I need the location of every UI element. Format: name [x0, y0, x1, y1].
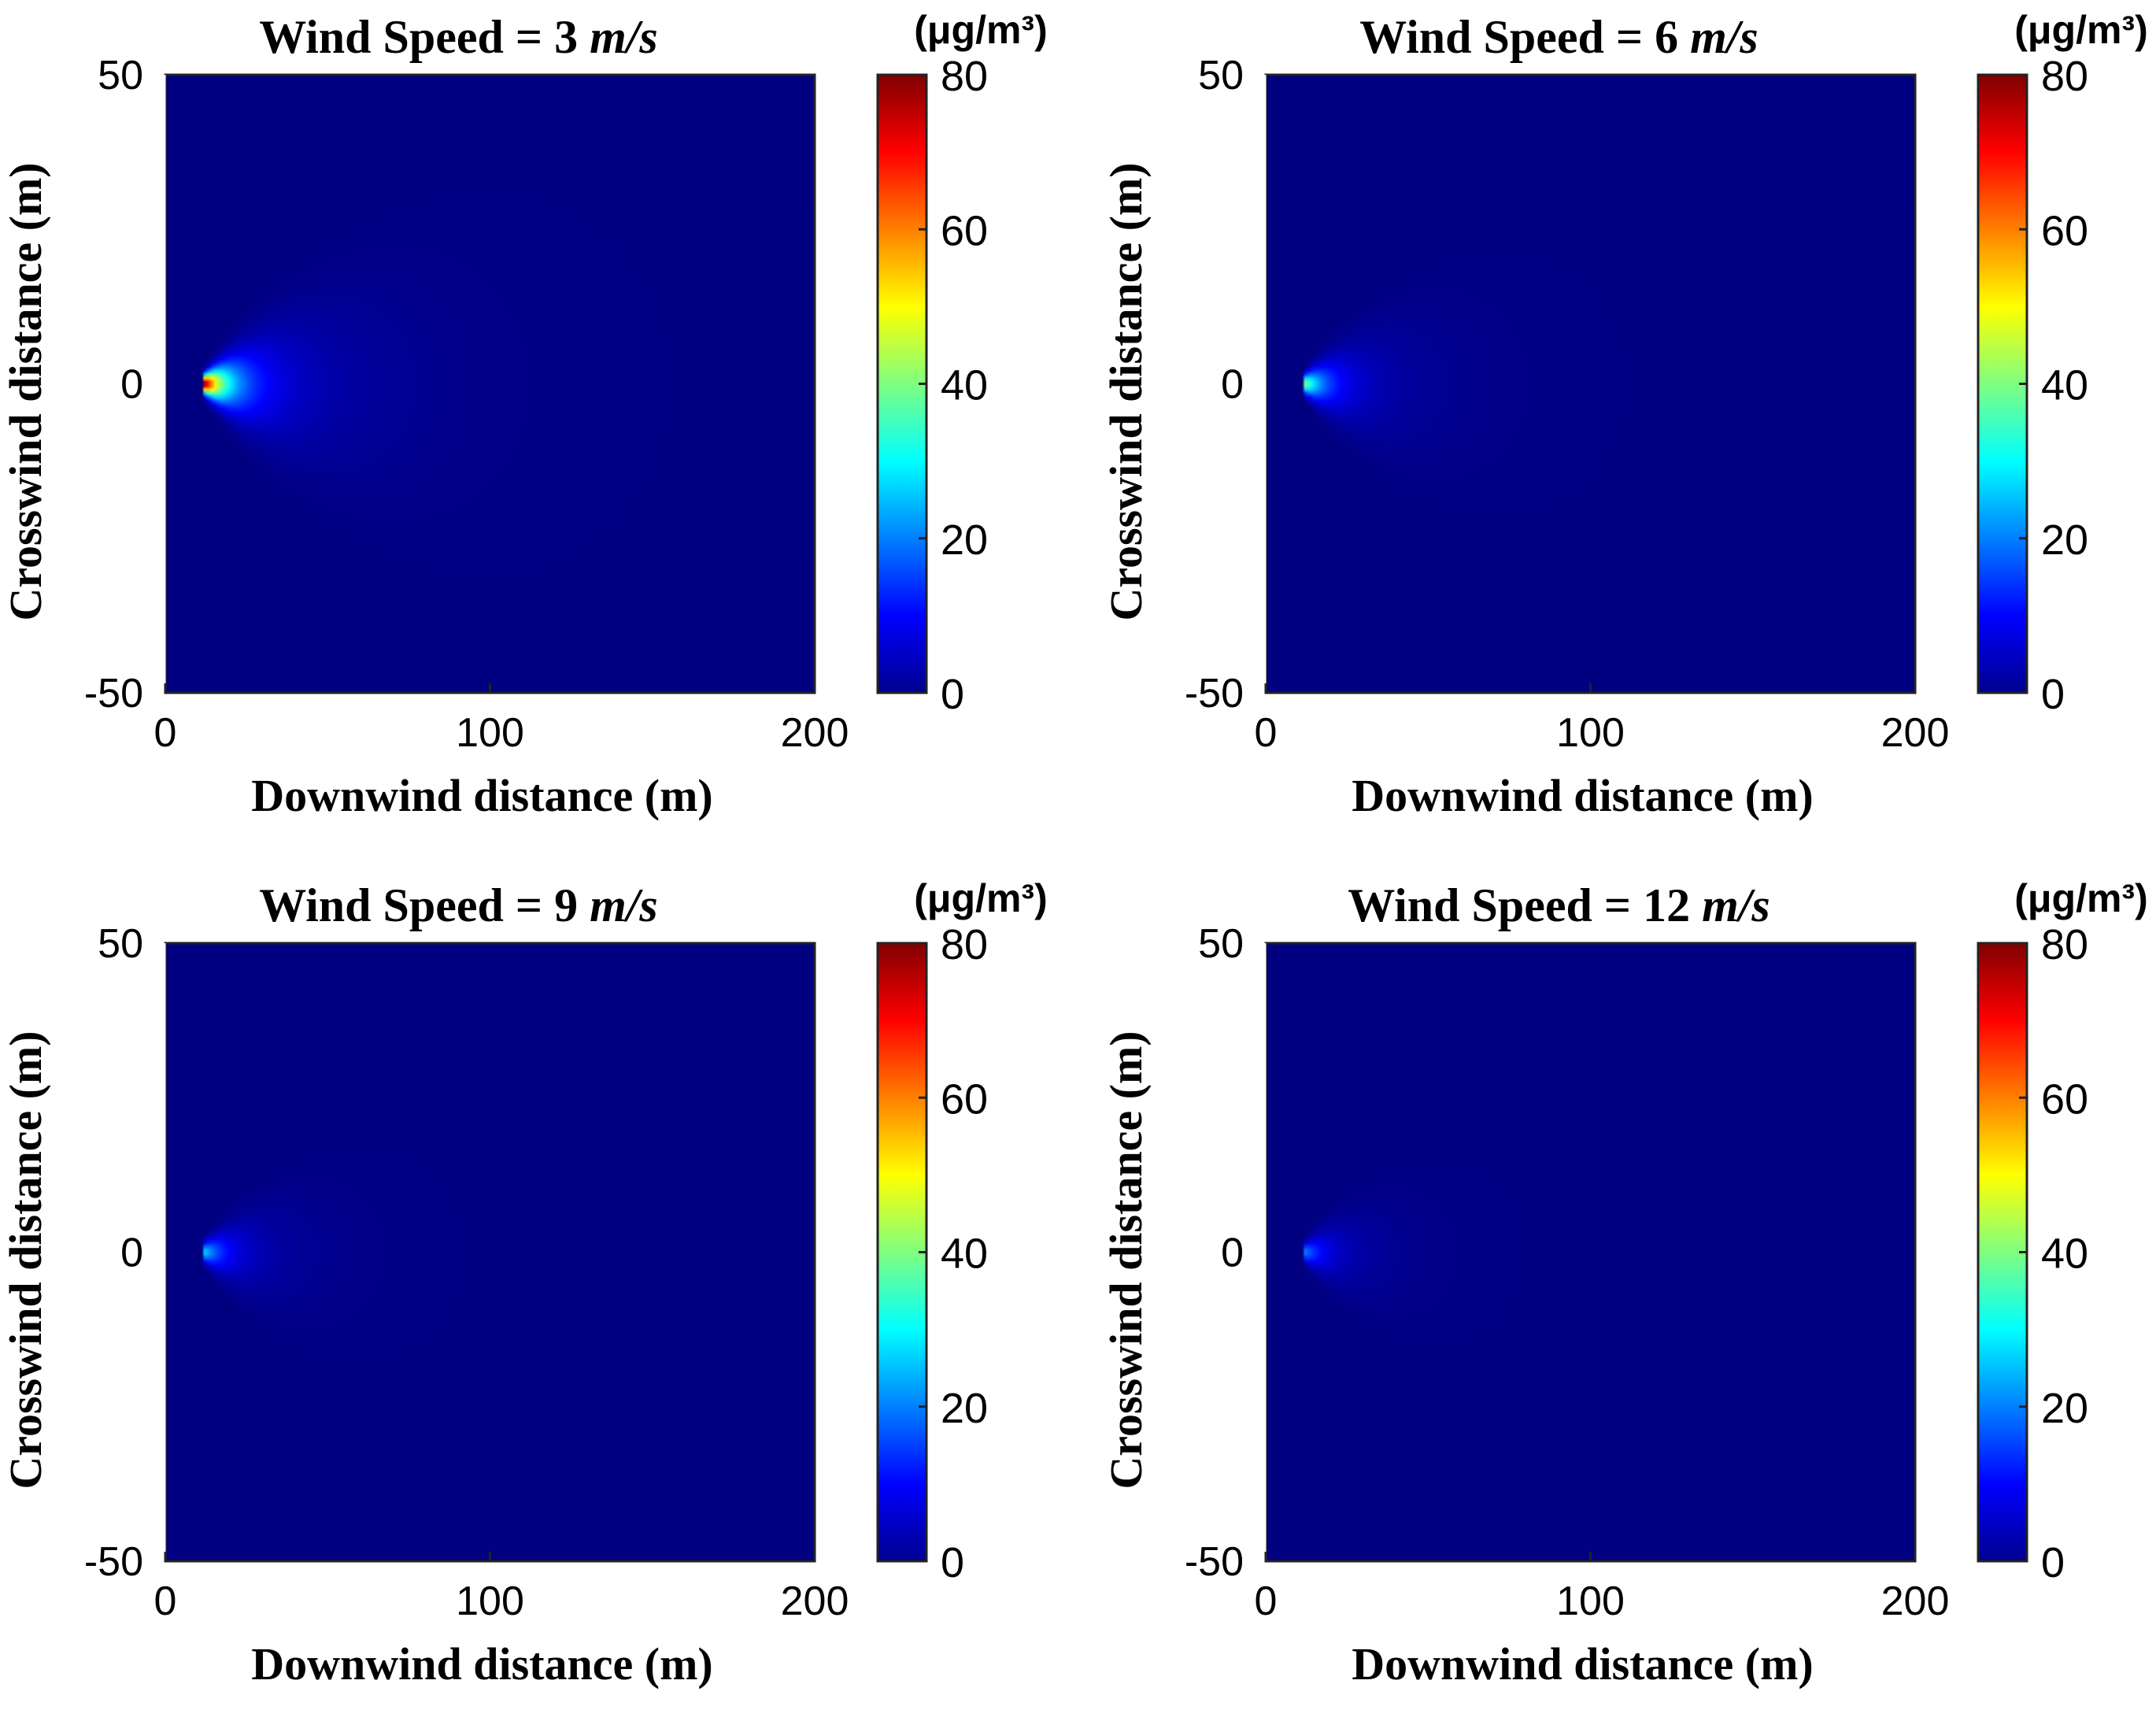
title-unit: m/s [1702, 879, 1770, 931]
chart-panel: Wind Speed = 12 m/s0 100 200500-50Downwind… [1100, 876, 2148, 1690]
chart-panel: Wind Speed = 6 m/s0 100 200500-50Downwind … [1100, 8, 2148, 821]
y-tick-label: -50 [1185, 1539, 1244, 1585]
y-axis-label: Crosswind distance (m) [0, 162, 51, 620]
colorbar-tick-label: 80 [2041, 921, 2088, 968]
x-tick-label: 200 [1881, 1579, 1950, 1624]
heatmap-image [165, 943, 815, 1561]
x-tick-label: 0 [1255, 710, 1278, 756]
colorbar-tick-label: 20 [941, 1385, 988, 1432]
x-axis-label: Downwind distance (m) [251, 770, 713, 821]
x-tick-label: 200 [1881, 710, 1950, 756]
y-axis-label: Crosswind distance (m) [1100, 1031, 1152, 1489]
x-tick-label: 100 [456, 1579, 524, 1624]
colorbar-unit-label: (μg/m³) [914, 8, 1047, 52]
colorbar-tick-label: 40 [941, 1231, 988, 1278]
x-axis-label: Downwind distance (m) [1352, 770, 1814, 821]
y-tick-label: -50 [84, 1539, 143, 1585]
title-prefix: Wind Speed = [1359, 11, 1655, 63]
chart-title: Wind Speed = 12 m/s [1348, 879, 1770, 931]
x-tick-label: 200 [781, 710, 849, 756]
colorbar-tick-label: 80 [941, 921, 988, 968]
chart-title: Wind Speed = 6 m/s [1359, 11, 1758, 63]
colorbar-tick-label: 80 [2041, 53, 2088, 100]
colorbar-tick-label: 0 [2041, 671, 2065, 718]
x-tick-label: 0 [1255, 1579, 1278, 1624]
colorbar-tick-label: 20 [2041, 516, 2088, 564]
title-value: 9 [554, 879, 590, 931]
y-tick-label: -50 [1185, 671, 1244, 716]
title-value: 3 [554, 11, 590, 63]
title-value: 12 [1643, 879, 1702, 931]
y-tick-label: 0 [120, 1231, 143, 1276]
colorbar-tick-label: 20 [2041, 1385, 2088, 1432]
colorbar-tick-label: 60 [941, 1075, 988, 1123]
x-tick-label: 100 [1556, 710, 1625, 756]
y-tick-label: -50 [84, 671, 143, 716]
title-prefix: Wind Speed = [259, 879, 554, 931]
colorbar-tick-label: 0 [2041, 1539, 2065, 1586]
colorbar-unit-label: (μg/m³) [2014, 8, 2147, 52]
chart-title: Wind Speed = 9 m/s [259, 879, 658, 931]
colorbar-tick-label: 60 [2041, 207, 2088, 254]
y-tick-label: 0 [120, 362, 143, 408]
heatmap-image [165, 75, 815, 693]
colorbar-tick-label: 40 [2041, 1231, 2088, 1278]
y-tick-label: 50 [1198, 53, 1244, 98]
x-tick-label: 200 [781, 1579, 849, 1624]
colorbar-tick-label: 20 [941, 516, 988, 564]
title-unit: m/s [590, 879, 658, 931]
colorbar [876, 73, 928, 694]
colorbar-tick-label: 60 [941, 207, 988, 254]
chart-title: Wind Speed = 3 m/s [259, 11, 658, 63]
heatmap-image [1266, 943, 1915, 1561]
y-tick-label: 0 [1221, 1231, 1244, 1276]
x-axis-label: Downwind distance (m) [251, 1638, 713, 1690]
title-unit: m/s [590, 11, 658, 63]
y-axis-label: Crosswind distance (m) [0, 1031, 51, 1489]
colorbar-tick-label: 0 [941, 671, 964, 718]
chart-panel: Wind Speed = 3 m/s0 100 200500-50Downwind … [0, 8, 1048, 821]
colorbar-tick-label: 40 [2041, 362, 2088, 409]
colorbar-tick-label: 40 [941, 362, 988, 409]
colorbar-tick-label: 80 [941, 53, 988, 100]
x-axis-label: Downwind distance (m) [1352, 1638, 1814, 1690]
colorbar [876, 942, 928, 1563]
chart-panel: Wind Speed = 9 m/s0 100 200500-50Downwind … [0, 876, 1048, 1690]
colorbar-unit-label: (μg/m³) [914, 876, 1047, 920]
colorbar-unit-label: (μg/m³) [2014, 876, 2147, 920]
x-tick-label: 100 [456, 710, 524, 756]
x-tick-label: 0 [154, 710, 177, 756]
title-prefix: Wind Speed = [1348, 879, 1643, 931]
title-value: 6 [1655, 11, 1690, 63]
x-tick-label: 0 [154, 1579, 177, 1624]
y-axis-label: Crosswind distance (m) [1100, 162, 1152, 620]
y-tick-label: 50 [1198, 921, 1244, 967]
y-tick-label: 0 [1221, 362, 1244, 408]
title-prefix: Wind Speed = [259, 11, 554, 63]
y-tick-label: 50 [98, 53, 143, 98]
title-unit: m/s [1690, 11, 1758, 63]
x-tick-label: 100 [1556, 1579, 1625, 1624]
colorbar-tick-label: 60 [2041, 1075, 2088, 1123]
heatmap-image [1266, 75, 1915, 693]
colorbar [1977, 73, 2028, 694]
y-tick-label: 50 [98, 921, 143, 967]
colorbar-tick-label: 0 [941, 1539, 964, 1586]
colorbar [1977, 942, 2028, 1563]
